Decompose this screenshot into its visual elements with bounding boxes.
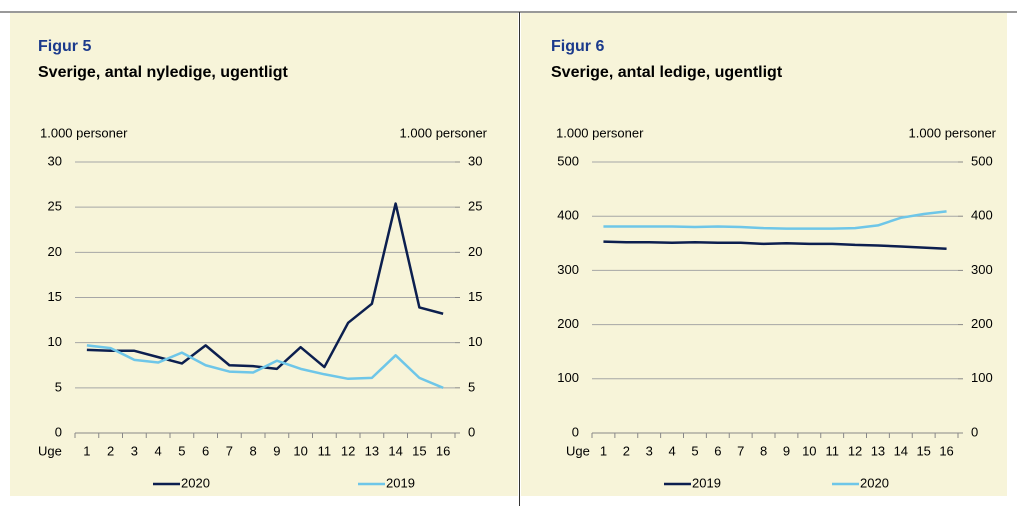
y-tick-label: 0 xyxy=(55,424,62,439)
x-tick-label: 7 xyxy=(226,443,233,458)
figure-subtitle: Sverige, antal nyledige, ugentligt xyxy=(38,64,289,81)
x-tick-label: 10 xyxy=(802,443,816,458)
x-tick-label: 2 xyxy=(107,443,114,458)
y2-tick-label: 300 xyxy=(971,262,993,277)
y-tick-label: 300 xyxy=(557,262,579,277)
series-line xyxy=(603,240,947,250)
x-tick-label: 8 xyxy=(760,443,767,458)
panel xyxy=(10,13,518,496)
x-tick-label: 14 xyxy=(388,443,402,458)
x-tick-label: 5 xyxy=(178,443,185,458)
y-tick-label: 0 xyxy=(572,424,579,439)
y2-tick-label: 10 xyxy=(468,334,482,349)
y-axis-label: 1.000 personer xyxy=(556,125,644,140)
x-tick-label: 12 xyxy=(848,443,862,458)
figure-title: Figur 5 xyxy=(38,38,91,55)
y-tick-label: 15 xyxy=(48,289,62,304)
x-tick-label: 16 xyxy=(939,443,953,458)
x-tick-label: 7 xyxy=(737,443,744,458)
y2-tick-label: 0 xyxy=(468,424,475,439)
x-tick-label: 9 xyxy=(783,443,790,458)
y2-tick-label: 400 xyxy=(971,208,993,223)
x-tick-label: 11 xyxy=(318,443,332,458)
x-axis-label: Uge xyxy=(38,443,62,458)
legend-label: 2019 xyxy=(386,475,415,490)
x-tick-label: 12 xyxy=(341,443,355,458)
panel xyxy=(521,13,1007,496)
y2-tick-label: 100 xyxy=(971,370,993,385)
y2-tick-label: 5 xyxy=(468,379,475,394)
legend-label: 2020 xyxy=(181,475,210,490)
y2-tick-label: 15 xyxy=(468,289,482,304)
y-tick-label: 5 xyxy=(55,379,62,394)
y2-axis-label: 1.000 personer xyxy=(400,125,488,140)
x-tick-label: 6 xyxy=(714,443,721,458)
y2-tick-label: 30 xyxy=(468,153,482,168)
x-tick-label: 5 xyxy=(691,443,698,458)
y-tick-label: 10 xyxy=(48,334,62,349)
x-tick-label: 2 xyxy=(623,443,630,458)
x-tick-label: 11 xyxy=(825,443,839,458)
x-tick-label: 15 xyxy=(916,443,930,458)
x-axis-label: Uge xyxy=(566,443,590,458)
y-tick-label: 100 xyxy=(557,370,579,385)
x-tick-label: 8 xyxy=(250,443,257,458)
x-tick-label: 14 xyxy=(894,443,908,458)
x-tick-label: 16 xyxy=(436,443,450,458)
y-tick-label: 25 xyxy=(48,199,62,214)
y-tick-label: 30 xyxy=(48,153,62,168)
x-tick-label: 15 xyxy=(412,443,426,458)
x-tick-label: 4 xyxy=(155,443,162,458)
y2-tick-label: 500 xyxy=(971,153,993,168)
x-tick-label: 1 xyxy=(600,443,607,458)
figure-title: Figur 6 xyxy=(551,38,604,55)
series-line xyxy=(603,210,947,230)
y-tick-label: 500 xyxy=(557,153,579,168)
series-line xyxy=(86,344,444,389)
y-tick-label: 20 xyxy=(48,244,62,259)
y2-tick-label: 200 xyxy=(971,316,993,331)
x-tick-label: 10 xyxy=(293,443,307,458)
x-tick-label: 13 xyxy=(365,443,379,458)
y2-axis-label: 1.000 personer xyxy=(909,125,997,140)
x-tick-label: 4 xyxy=(668,443,675,458)
legend-label: 2020 xyxy=(860,475,889,490)
x-tick-label: 9 xyxy=(273,443,280,458)
x-tick-label: 13 xyxy=(871,443,885,458)
y-tick-label: 200 xyxy=(557,316,579,331)
y2-tick-label: 25 xyxy=(468,199,482,214)
y2-tick-label: 20 xyxy=(468,244,482,259)
x-tick-label: 1 xyxy=(83,443,90,458)
x-tick-label: 6 xyxy=(202,443,209,458)
x-tick-label: 3 xyxy=(131,443,138,458)
y-axis-label: 1.000 personer xyxy=(40,125,128,140)
figure-subtitle: Sverige, antal ledige, ugentligt xyxy=(551,64,783,81)
y2-tick-label: 0 xyxy=(971,424,978,439)
y-tick-label: 400 xyxy=(557,208,579,223)
x-tick-label: 3 xyxy=(646,443,653,458)
legend-label: 2019 xyxy=(692,475,721,490)
